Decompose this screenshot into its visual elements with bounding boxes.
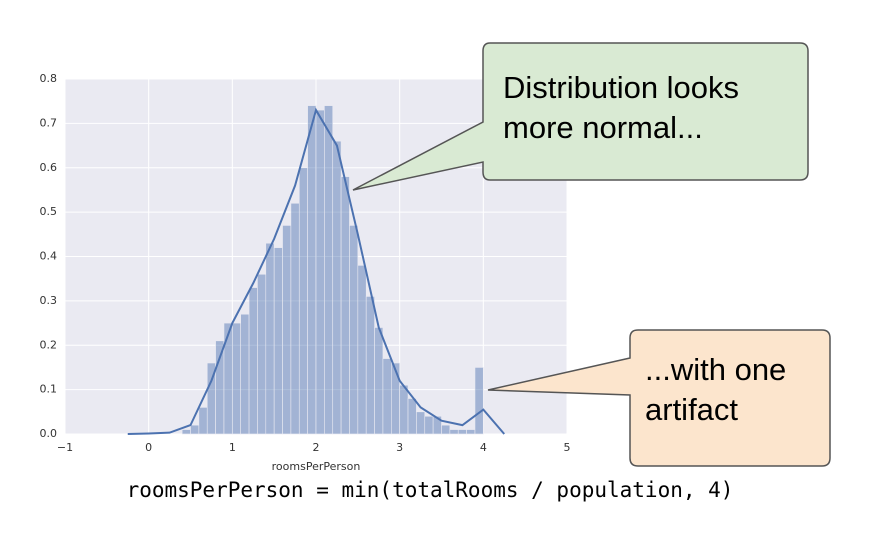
bar (390, 362, 400, 435)
bar (198, 407, 208, 435)
bar (257, 273, 267, 435)
x-tick-label: 2 (313, 441, 320, 454)
y-tick-label: 0.5 (40, 205, 58, 218)
bar (324, 105, 334, 435)
bar (365, 296, 375, 435)
bar (349, 225, 359, 435)
caption: roomsPerPerson = min(totalRooms / popula… (126, 478, 734, 502)
bar (181, 429, 191, 435)
callout-box (352, 42, 809, 191)
bar (457, 429, 467, 435)
bar (441, 424, 451, 435)
x-tick-label: 0 (145, 441, 152, 454)
bar (307, 105, 317, 435)
bar (248, 287, 258, 435)
x-tick-label: 3 (396, 441, 403, 454)
bar (407, 398, 417, 435)
bar (357, 265, 367, 435)
bar (298, 167, 308, 435)
y-tick-label: 0.6 (40, 161, 58, 174)
x-tick-label: 5 (564, 441, 571, 454)
bar (282, 225, 292, 435)
x-axis-label: roomsPerPerson (272, 460, 361, 473)
bar (332, 140, 342, 435)
y-tick-label: 0.7 (40, 116, 58, 129)
bar (273, 247, 283, 435)
bar (290, 202, 300, 435)
bar (315, 109, 325, 435)
y-tick-label: 0.1 (40, 383, 58, 396)
x-tick-label: 4 (480, 441, 487, 454)
bar (374, 327, 384, 435)
y-tick-label: 0.2 (40, 338, 58, 351)
y-tick-label: 0.3 (40, 294, 58, 307)
y-tick-label: 0.4 (40, 250, 58, 263)
bar (232, 322, 241, 435)
y-tick-label: 0.8 (40, 72, 58, 85)
bar (340, 176, 350, 435)
y-tick-label: 0.0 (40, 427, 58, 440)
bar (382, 358, 392, 435)
bar (449, 429, 459, 435)
bar (399, 384, 409, 435)
callout-text: Distribution looks more normal... (503, 70, 740, 145)
x-tick-label: −1 (57, 441, 73, 454)
bar (223, 322, 233, 435)
bar (265, 242, 275, 435)
callout-text: ...with one artifact (645, 352, 787, 427)
kde-line (127, 107, 506, 435)
x-tick-label: 1 (229, 441, 236, 454)
bar (466, 429, 476, 435)
bar (474, 367, 484, 435)
bar (190, 424, 200, 435)
callout-box (487, 329, 831, 467)
bar (424, 415, 434, 435)
bar (416, 411, 426, 435)
bar (240, 313, 250, 435)
